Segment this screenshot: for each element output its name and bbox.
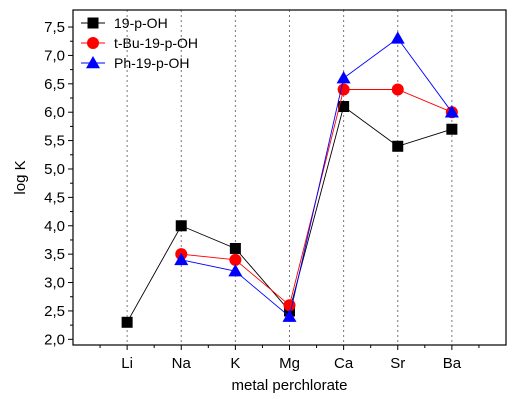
y-tick-label: 6,5 (44, 76, 65, 93)
data-point-ca (337, 83, 350, 96)
legend-label: t-Bu-19-p-OH (114, 35, 198, 51)
axes: 2,0 2,5 3,0 3,5 4,0 4,5 5,0 5,5 6,0 6,5 7,0 7,5 Li Na… (44, 9, 507, 372)
y-tick-label: 2,5 (44, 303, 65, 320)
data-point-k (229, 242, 241, 254)
data-point-mg (283, 299, 296, 312)
grid-lines (126, 10, 453, 345)
x-tick-label-sr: Sr (390, 355, 405, 372)
data-point-ca (336, 71, 351, 84)
series-3 (174, 31, 459, 322)
legend-marker (87, 37, 99, 49)
y-tick-label: 5,0 (44, 161, 65, 178)
x-axis-title: metal perchlorate (232, 377, 348, 394)
legend: 19-p-OH t-Bu-19-p-OH Ph-19-p-OH (81, 15, 198, 71)
data-point-mg (282, 309, 297, 322)
y-tick-label: 3,0 (44, 275, 65, 292)
legend-label: Ph-19-p-OH (114, 55, 189, 71)
y-tick-label: 2,0 (44, 331, 65, 348)
data-point-sr (392, 140, 404, 152)
legend-item: 19-p-OH (81, 15, 168, 31)
legend-marker (86, 56, 100, 69)
y-tick-label: 7,5 (44, 19, 65, 36)
data-point-sr (390, 31, 405, 44)
data-point-na (175, 220, 187, 232)
data-point-k (228, 264, 243, 277)
x-tick-label-mg: Mg (279, 355, 300, 372)
y-tick-label: 6,0 (44, 104, 65, 121)
x-tick-label-k: K (230, 355, 240, 372)
series-group (121, 31, 459, 328)
y-axis-title: log K (12, 160, 29, 194)
y-tick-label: 7,0 (44, 47, 65, 64)
data-point-li (121, 316, 133, 328)
legend-label: 19-p-OH (114, 15, 168, 31)
x-tick-label-ca: Ca (334, 355, 354, 372)
data-point-sr (391, 83, 404, 96)
x-tick-label-li: Li (121, 355, 133, 372)
legend-marker (87, 17, 99, 29)
series-line (126, 105, 453, 323)
x-tick-label-na: Na (172, 355, 192, 372)
data-point-na (174, 252, 189, 266)
data-point-k (229, 253, 242, 266)
legend-item: Ph-19-p-OH (81, 55, 189, 71)
series-line (181, 37, 453, 318)
data-point-ca (338, 101, 350, 113)
data-point-ba (444, 105, 459, 118)
y-tick-label: 3,5 (44, 246, 65, 263)
y-tick-label: 4,0 (44, 218, 65, 235)
legend-item: t-Bu-19-p-OH (81, 35, 198, 51)
y-tick-label: 5,5 (44, 133, 65, 150)
data-point-ba (446, 123, 458, 135)
x-tick-label-ba: Ba (443, 355, 462, 372)
y-tick-label: 4,5 (44, 189, 65, 206)
